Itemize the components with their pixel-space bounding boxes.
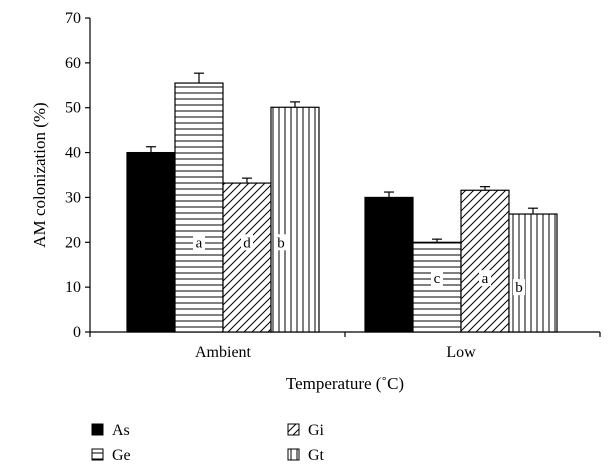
data-label: a: [386, 271, 393, 287]
axes: 0 10 20 30 40 50 60 70 Ambient Low Temperature (˚C…: [30, 10, 601, 393]
data-label-bg: [431, 270, 443, 287]
legend-label-as: As: [112, 422, 130, 439]
legend-swatch-ge: [91, 448, 104, 461]
bar-ge-low: [412, 241, 462, 333]
x-axis-title: Temperature (˚C): [286, 374, 404, 393]
bar-gi-ambient: [222, 182, 272, 333]
data-label-bg: [193, 234, 205, 251]
y-axis-title: AM colonization (%): [30, 102, 49, 247]
bar-gt-low: [508, 213, 558, 333]
data-label: d: [243, 235, 251, 251]
y-tick-label: 30: [65, 189, 81, 206]
legend-swatch-gt: [287, 448, 300, 461]
x-tick-label: Low: [446, 344, 476, 361]
data-label-bg: [383, 270, 395, 287]
y-tick-label: 10: [65, 279, 81, 296]
legend-swatch-gi: [287, 423, 300, 436]
data-label-bg: [241, 234, 253, 251]
bar-as-low: [364, 196, 414, 333]
y-tick-label: 40: [65, 145, 81, 162]
data-label: a: [482, 271, 489, 287]
y-tick-label: 50: [65, 100, 81, 117]
legend-label-ge: Ge: [112, 447, 131, 464]
legend-label-gi: Gi: [308, 422, 325, 439]
y-tick-label: 60: [65, 55, 81, 72]
data-label-bg: [275, 234, 287, 251]
data-label-bg: [513, 279, 525, 296]
data-label-bg: [479, 270, 491, 287]
data-label: a: [196, 235, 203, 251]
data-label: b: [277, 235, 285, 251]
bar-gi-low: [460, 189, 510, 333]
y-tick-label: 70: [65, 10, 81, 27]
y-tick-label: 0: [73, 324, 81, 341]
bar-ge-ambient: [174, 82, 224, 333]
bar-gt-ambient: [270, 106, 320, 333]
data-label-bg: [145, 234, 157, 251]
legend: As Ge Gi Gt: [91, 422, 325, 464]
data-label: c: [434, 271, 441, 287]
data-label: c: [148, 235, 155, 251]
legend-swatch-as: [91, 423, 104, 436]
bars: c a d b a c a b: [126, 72, 558, 333]
x-tick-label: Ambient: [195, 344, 252, 361]
data-label: b: [515, 280, 523, 296]
legend-label-gt: Gt: [308, 447, 325, 464]
y-tick-label: 20: [65, 234, 81, 251]
